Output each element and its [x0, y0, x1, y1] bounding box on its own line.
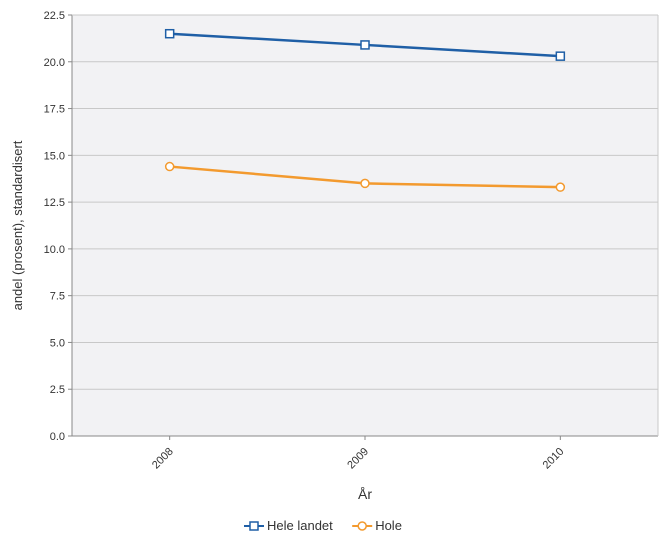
series-hole — [164, 161, 566, 192]
y-tick-label: 20.0 — [44, 57, 65, 69]
axes — [71, 14, 659, 440]
y-tick-label: 7.5 — [50, 291, 65, 303]
y-tick-label: 2.5 — [50, 384, 65, 396]
data-point[interactable] — [360, 178, 370, 189]
legend-marker-square — [249, 521, 259, 531]
legend-label: Hele landet — [267, 518, 333, 533]
y-tick-label: 17.5 — [44, 104, 65, 116]
legend[interactable]: Hele landet Hole — [244, 518, 402, 533]
y-tick-label: 12.5 — [44, 197, 65, 209]
y-tick-label: 22.5 — [44, 10, 65, 22]
x-tick-label: 2008 — [150, 446, 176, 472]
y-axis-title: andel (prosent), standardisert — [10, 140, 25, 310]
legend-label: Hole — [375, 518, 402, 533]
y-tick-label: 15.0 — [44, 150, 65, 162]
x-tick-labels: 2008 2009 2010 — [150, 446, 566, 472]
series-hele-landet — [164, 28, 566, 61]
data-point[interactable] — [164, 161, 175, 172]
data-point[interactable] — [360, 40, 370, 50]
data-point[interactable] — [164, 28, 175, 39]
x-tick-label: 2009 — [345, 446, 371, 472]
data-point[interactable] — [555, 182, 566, 192]
y-tick-label: 0.0 — [50, 431, 65, 443]
data-point[interactable] — [555, 51, 566, 61]
y-tick-label: 5.0 — [50, 337, 65, 349]
legend-item-hele-landet[interactable]: Hele landet — [244, 518, 333, 533]
legend-marker-circle — [357, 521, 367, 531]
legend-item-hole[interactable]: Hole — [352, 518, 402, 533]
y-tick-labels: 0.0 2.5 5.0 7.5 10.0 12.5 15.0 17.5 20.0 22.5 — [44, 10, 65, 443]
x-tick-label: 2010 — [541, 446, 567, 472]
x-axis-title: År — [358, 486, 372, 502]
series — [164, 28, 566, 192]
plot-area — [72, 15, 658, 436]
y-tick-label: 10.0 — [44, 244, 65, 256]
